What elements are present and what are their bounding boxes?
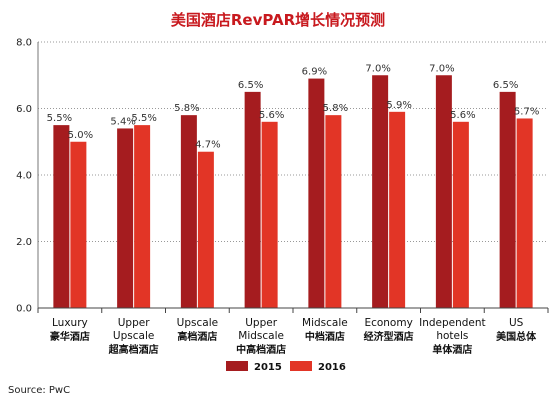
x-category-label-zh: 单体酒店 [432,343,472,356]
data-label-2015: 7.0% [365,63,390,74]
x-category-label: US [509,317,524,329]
x-category-label: Economy [364,317,412,329]
data-label-2016: 5.8% [323,103,348,114]
x-category-label-zh: 美国总体 [496,330,537,343]
bar-2015 [180,115,197,309]
x-category-label: hotels [436,330,468,342]
chart-title: 美国酒店RevPAR增长情况预测 [171,11,385,29]
data-label-2015: 6.5% [238,80,263,91]
x-category-label: Upscale [113,330,154,342]
data-label-2016: 5.6% [259,110,284,121]
gridlines [38,41,548,242]
x-category-label-zh: 超高档酒店 [108,343,159,356]
bars [53,75,533,309]
bar-2016 [325,115,342,309]
legend-label-2015: 2015 [254,362,282,373]
data-label-2015: 6.9% [302,67,327,78]
x-category-label: Upper [245,317,277,329]
y-tick-label: 4.0 [16,171,32,182]
y-axis: 0.0 2.0 4.0 6.0 8.0 [16,38,39,315]
bar-2015 [308,78,325,308]
data-label-2016: 5.0% [68,130,93,141]
bar-2015 [372,75,389,308]
data-label-2015: 5.8% [174,103,199,114]
data-label-2016: 5.6% [450,110,475,121]
data-label-2015: 6.5% [493,80,518,91]
x-category-label: Luxury [52,317,88,329]
bar-2015 [435,75,452,308]
x-category-label-zh: 中高档酒店 [236,343,286,356]
x-category-label: Independent [419,317,486,329]
bar-2016 [70,141,87,308]
x-category-label: Midscale [238,330,284,342]
bar-2015 [244,91,261,308]
legend-swatch-2016 [290,361,312,371]
bar-2015 [53,125,70,308]
y-tick-label: 2.0 [16,237,32,248]
data-label-2016: 4.7% [195,140,220,151]
x-category-label-zh: 豪华酒店 [50,330,90,343]
x-axis: Luxury豪华酒店UpperUpscale超高档酒店Upscale高档酒店Up… [37,307,549,356]
bar-2016 [197,151,214,308]
data-label-2015: 5.5% [47,113,72,124]
data-label-2016: 5.5% [131,113,156,124]
x-category-label-zh: 经济型酒店 [364,330,414,343]
bar-2016 [261,121,278,308]
x-category-label: Upper [118,317,150,329]
bar-2016 [389,111,406,308]
y-tick-label: 8.0 [16,38,32,49]
y-tick-label: 6.0 [16,104,32,115]
legend: 2015 2016 [226,361,346,373]
legend-label-2016: 2016 [318,362,346,373]
bar-2016 [516,118,533,308]
x-category-label-zh: 高档酒店 [177,330,217,343]
legend-swatch-2015 [226,361,248,371]
data-label-2015: 7.0% [429,63,454,74]
x-category-label-zh: 中档酒店 [305,330,345,343]
x-category-label: Midscale [302,317,348,329]
data-label-2016: 5.9% [386,100,411,111]
bar-2015 [117,128,134,308]
bar-2015 [499,91,516,308]
data-label-2016: 5.7% [514,106,539,117]
data-labels: 5.5%5.0%5.4%5.5%5.8%4.7%6.5%5.6%6.9%5.8%… [47,63,540,150]
bar-2016 [452,121,469,308]
x-category-label: Upscale [177,317,218,329]
data-label-2015: 5.4% [110,116,135,127]
source-note: Source: PwC [8,385,70,396]
y-tick-label: 0.0 [16,304,32,315]
bar-2016 [134,125,151,308]
